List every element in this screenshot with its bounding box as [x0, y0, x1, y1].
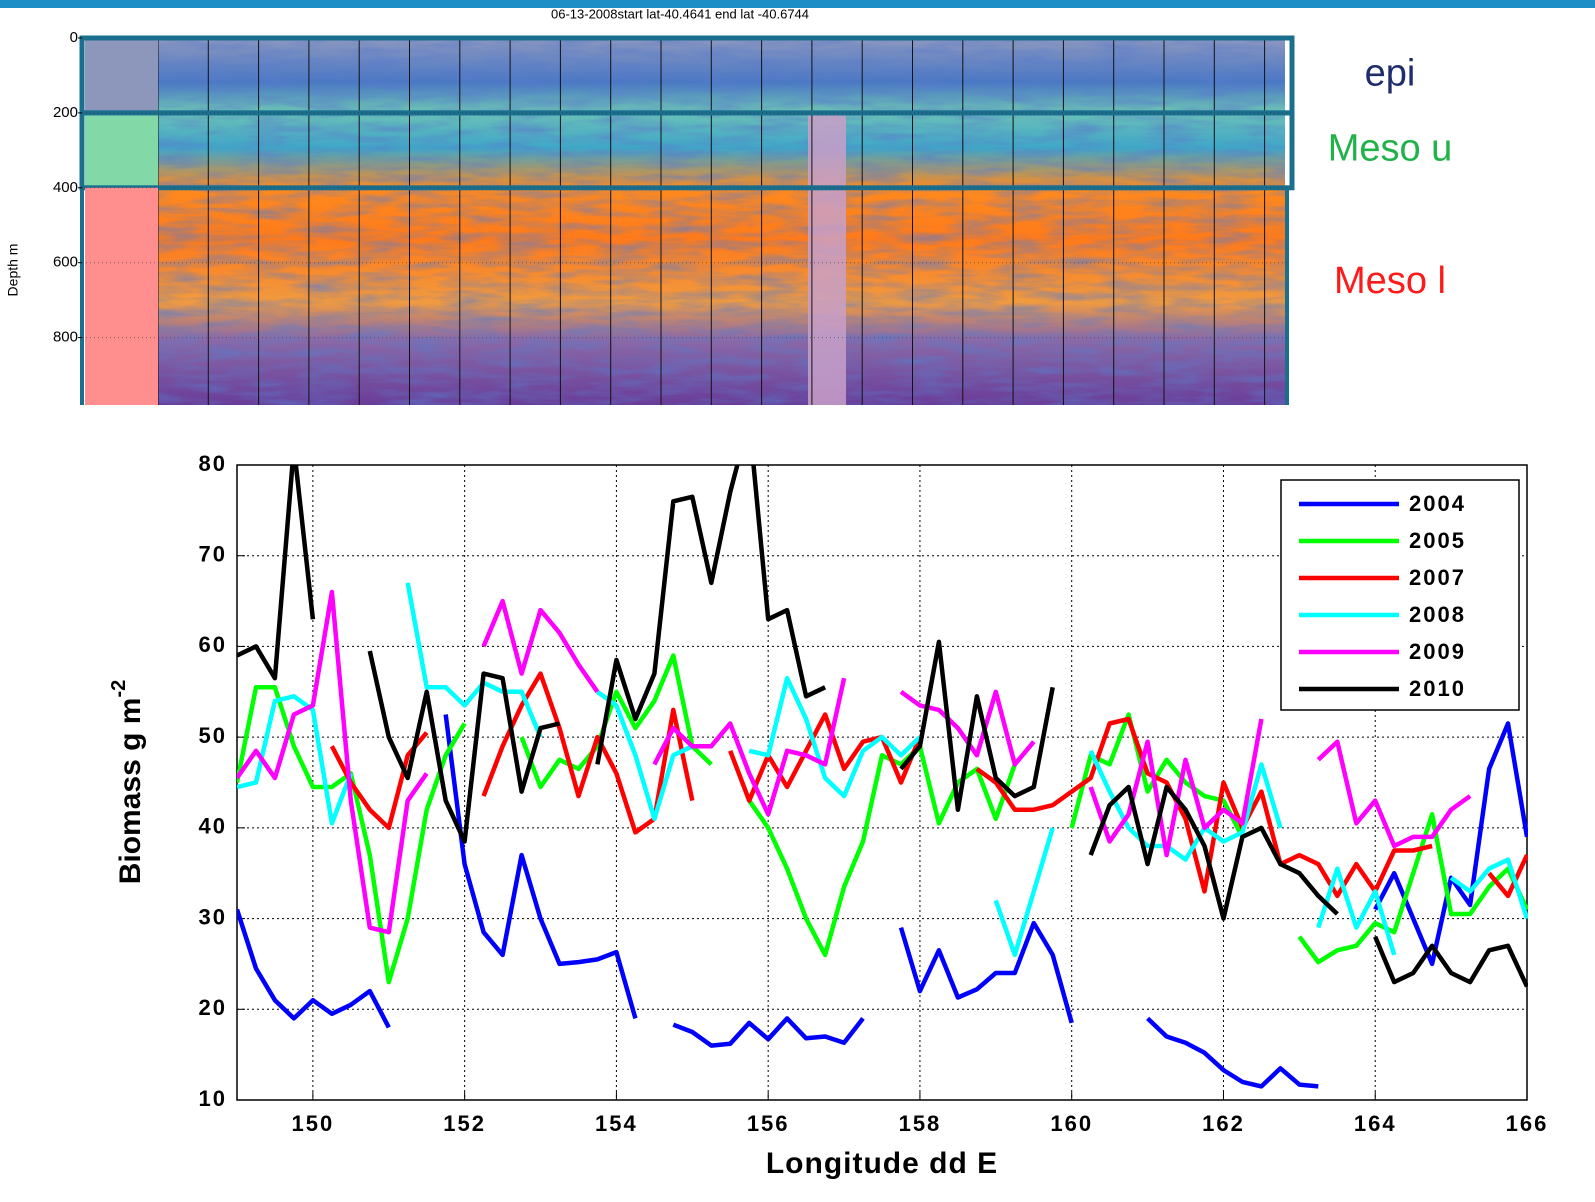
legend-label: 2009	[1409, 639, 1466, 664]
y-tick-label: 60	[199, 632, 227, 657]
x-tick-label: 156	[747, 1111, 790, 1136]
x-tick-label: 164	[1354, 1111, 1397, 1136]
y-axis-label: Biomass g m-2	[108, 680, 147, 885]
x-tick-label: 154	[595, 1111, 638, 1136]
y-tick-label: 50	[199, 723, 227, 748]
legend-label: 2005	[1409, 528, 1466, 553]
series-line	[237, 714, 1528, 1089]
y-axis-label: Depth m	[5, 244, 21, 297]
series-line	[329, 671, 1528, 899]
layer-label: epi	[1365, 52, 1416, 94]
depth-tick-label: 800	[53, 329, 78, 346]
y-tick-label: 30	[199, 904, 227, 929]
y-tick-label: 20	[199, 995, 227, 1020]
y-tick-label: 80	[199, 451, 227, 476]
x-tick-label: 158	[899, 1111, 942, 1136]
layer-label: Meso l	[1334, 260, 1446, 302]
y-axis-label-text: Biomass g m	[114, 698, 147, 885]
layer-fill	[85, 38, 158, 113]
x-axis-label: Longitude dd E	[766, 1147, 998, 1180]
echogram-title: 06-13-2008start lat-40.4641 end lat -40.…	[551, 6, 809, 21]
layer-fill	[85, 187, 158, 405]
top-bar	[0, 0, 1595, 8]
echogram-stripe	[808, 112, 846, 406]
legend-label: 2008	[1409, 602, 1466, 627]
depth-tick-label: 400	[53, 179, 78, 196]
y-tick-label: 10	[199, 1086, 227, 1111]
x-tick-label: 166	[1506, 1111, 1549, 1136]
y-tick-label: 70	[199, 542, 227, 567]
x-tick-label: 152	[443, 1111, 486, 1136]
y-axis-label-superscript: -2	[108, 680, 130, 698]
plot-area	[237, 465, 1528, 1089]
x-tick-label: 150	[292, 1111, 335, 1136]
legend-label: 2007	[1409, 565, 1466, 590]
echogram-panel: 06-13-2008start lat-40.4641 end lat -40.…	[5, 6, 1453, 406]
y-tick-label: 40	[199, 814, 227, 839]
legend-box	[1280, 479, 1520, 711]
echogram-texture	[158, 38, 1285, 405]
depth-tick-label: 600	[53, 254, 78, 271]
series-line	[237, 465, 1528, 988]
layer-fill	[85, 112, 158, 188]
legend-label: 2010	[1409, 676, 1466, 701]
depth-tick-label: 200	[53, 104, 78, 121]
x-tick-label: 162	[1202, 1111, 1245, 1136]
series-line	[237, 582, 1528, 958]
line-chart: 150 152 154 156 158 160 162 164 166 10 20 30 40 50 60 7…	[108, 451, 1549, 1180]
x-tick-label: 160	[1050, 1111, 1093, 1136]
layer-label: Meso u	[1328, 127, 1453, 169]
legend-label: 2004	[1409, 491, 1466, 516]
depth-tick-label: 0	[70, 29, 78, 46]
